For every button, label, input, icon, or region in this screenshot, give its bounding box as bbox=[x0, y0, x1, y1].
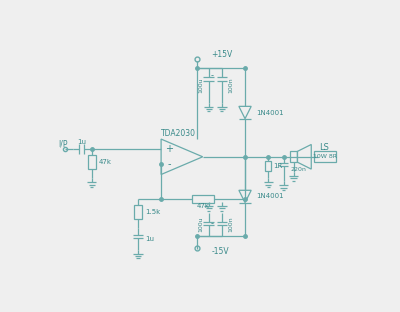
Text: 100n: 100n bbox=[228, 77, 233, 93]
Text: -: - bbox=[210, 71, 214, 80]
Bar bbox=[192, 195, 214, 203]
Text: 1N4001: 1N4001 bbox=[256, 110, 284, 115]
Text: +15V: +15V bbox=[211, 50, 232, 59]
Text: -15V: -15V bbox=[211, 247, 229, 256]
Text: 100n: 100n bbox=[228, 217, 233, 232]
Text: 1.5k: 1.5k bbox=[145, 209, 160, 215]
Text: TDA2030: TDA2030 bbox=[160, 129, 196, 138]
Bar bbox=[265, 161, 271, 171]
Text: I/P: I/P bbox=[58, 139, 68, 148]
Text: 47k: 47k bbox=[196, 203, 210, 209]
Text: 220n: 220n bbox=[290, 167, 306, 172]
Bar bbox=[290, 151, 298, 162]
Text: 100u: 100u bbox=[198, 77, 203, 93]
Text: 47k: 47k bbox=[99, 159, 112, 165]
Text: 100u: 100u bbox=[198, 217, 203, 232]
Text: LS: LS bbox=[320, 143, 329, 152]
Bar bbox=[314, 151, 336, 162]
Text: 1R: 1R bbox=[274, 163, 283, 169]
Bar bbox=[88, 155, 96, 169]
Text: 1u: 1u bbox=[77, 139, 86, 145]
Text: +: + bbox=[165, 144, 173, 154]
Text: 1u: 1u bbox=[145, 236, 154, 242]
Bar bbox=[134, 205, 142, 219]
Text: 1N4001: 1N4001 bbox=[256, 193, 284, 199]
Text: -: - bbox=[167, 159, 170, 169]
Text: 10W 8R: 10W 8R bbox=[313, 154, 337, 159]
Text: -: - bbox=[210, 219, 214, 228]
